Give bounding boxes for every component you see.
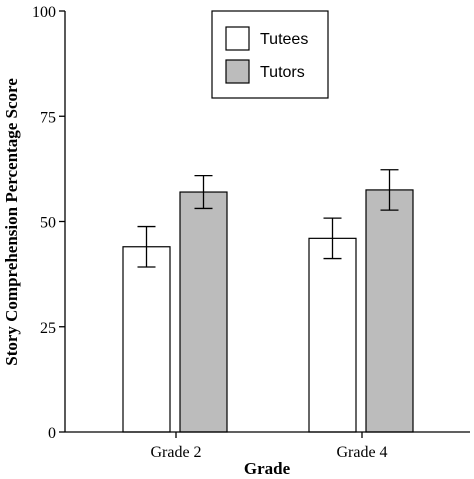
error-bar-tutors-1 (380, 169, 399, 211)
x-axis-label: Grade (244, 459, 291, 478)
legend: Tutees Tutors (211, 10, 329, 99)
x-axis-ticks: Grade 2 Grade 4 (150, 432, 388, 461)
y-tick-label: 0 (48, 425, 56, 442)
legend-label-tutors: Tutors (260, 64, 305, 81)
y-axis-ticks: 0 25 50 75 100 (32, 4, 65, 442)
y-tick-label: 100 (32, 4, 56, 21)
bar-tutees-0 (122, 246, 171, 433)
y-tick-label: 75 (40, 109, 56, 126)
legend-box (211, 10, 329, 99)
y-axis-label: Story Comprehension Percentage Score (2, 78, 21, 366)
legend-swatch-tutees (225, 26, 250, 51)
y-tick-label: 25 (40, 320, 56, 337)
bar-tutees-1 (308, 237, 357, 433)
error-bar-tutees-1 (323, 217, 342, 260)
y-tick-label: 50 (40, 215, 56, 232)
error-bar-tutors-0 (194, 174, 213, 210)
bar-tutors-1 (365, 189, 414, 433)
x-tick-label: Grade 4 (336, 444, 387, 461)
error-bar-tutees-0 (137, 225, 156, 268)
legend-label-tutees: Tutees (260, 31, 308, 48)
bar-tutors-0 (179, 191, 228, 433)
x-tick-label: Grade 2 (150, 444, 201, 461)
legend-swatch-tutors (225, 59, 250, 84)
plot-area (122, 169, 414, 433)
